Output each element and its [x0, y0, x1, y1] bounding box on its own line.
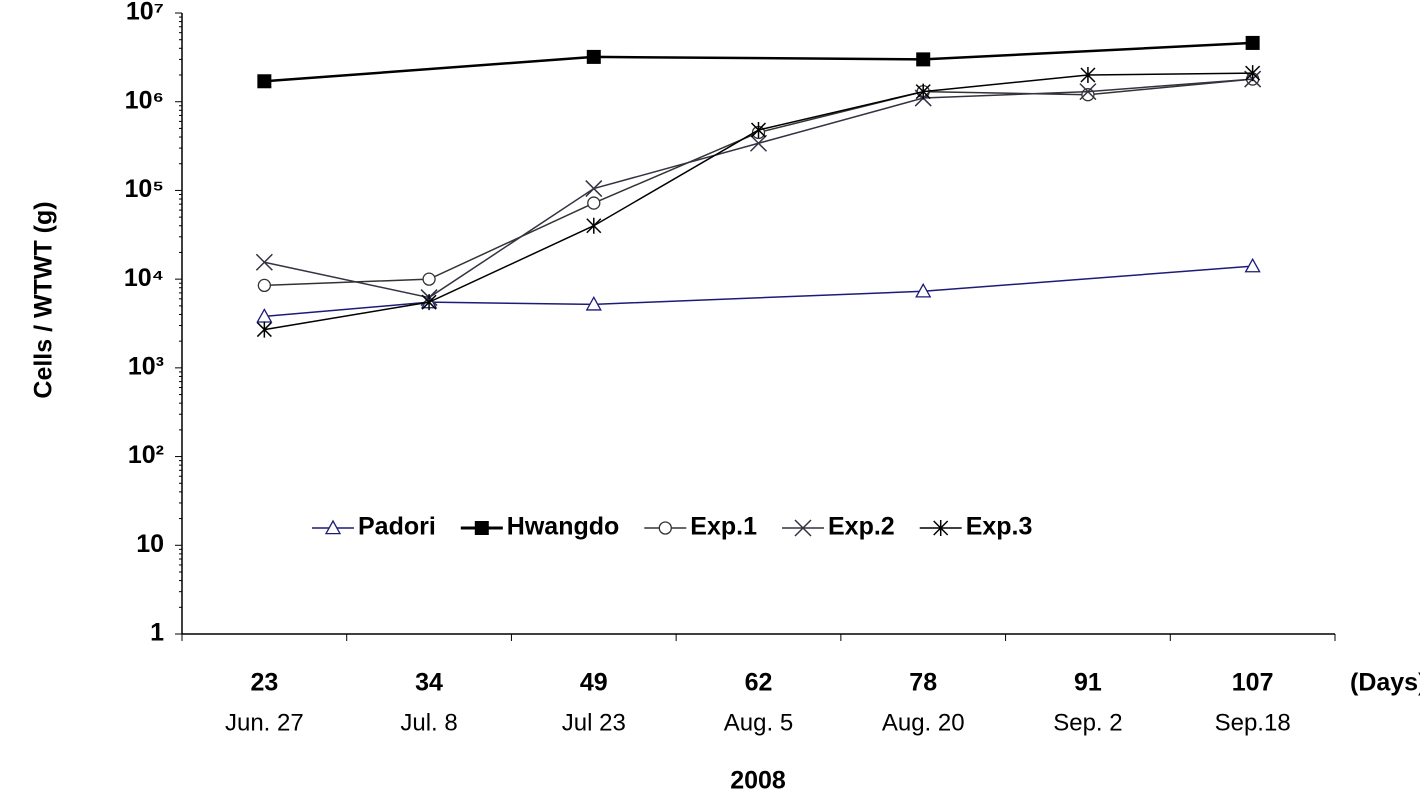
marker [586, 49, 601, 64]
marker [257, 74, 272, 89]
series-line [264, 72, 1253, 331]
marker [749, 134, 768, 152]
marker [421, 294, 437, 311]
marker [933, 520, 949, 536]
y-tick-label: 10³ [128, 352, 164, 380]
x-date-label: Sep.18 [1215, 709, 1291, 736]
series-line [264, 41, 1253, 83]
x-tick-label: 49 [580, 669, 608, 697]
y-tick-label: 10⁶ [125, 86, 164, 114]
marker [586, 217, 602, 234]
legend-label: Exp.2 [828, 513, 895, 541]
marker [257, 278, 272, 293]
marker [915, 282, 932, 298]
series-line [264, 78, 1253, 287]
y-tick-label: 10⁷ [126, 0, 164, 26]
marker [587, 196, 601, 210]
x-date-label: Aug. 20 [882, 709, 965, 736]
legend-label: Padori [358, 513, 436, 541]
x-tick-label: 78 [909, 669, 937, 697]
legend-label: Exp.3 [966, 513, 1033, 541]
marker [915, 83, 931, 100]
marker [750, 121, 767, 138]
y-tick-label: 10 [136, 530, 164, 558]
x-date-label: Sep. 2 [1053, 709, 1122, 736]
year-label: 2008 [730, 767, 786, 795]
y-tick-label: 1 [150, 619, 164, 647]
legend: Padori Hwangdo Exp.1 Exp.2 Exp.3 [312, 513, 1032, 541]
x-tick-label: 62 [745, 669, 773, 697]
marker [794, 519, 812, 537]
marker [1245, 65, 1261, 82]
legend-label: Exp.1 [690, 513, 757, 541]
y-axis-label: Cells / WTWT (g) [30, 201, 58, 398]
marker [585, 295, 602, 311]
marker [1080, 67, 1096, 84]
marker [256, 321, 272, 338]
legend-label: Hwangdo [507, 513, 620, 541]
marker [1081, 88, 1095, 102]
marker [324, 519, 342, 535]
series-line [264, 265, 1253, 318]
x-date-label: Aug. 5 [724, 709, 793, 736]
x-date-label: Jul 23 [562, 709, 626, 736]
x-date-label: Jul. 8 [400, 709, 457, 736]
y-tick-label: 10² [128, 441, 164, 469]
marker [422, 272, 436, 286]
x-tick-label: 23 [250, 669, 278, 697]
x-tick-label: 34 [415, 669, 443, 697]
marker [255, 253, 273, 271]
x-unit-label: (Days) [1350, 669, 1420, 697]
y-tick-label: 10⁴ [124, 264, 164, 292]
marker [1244, 257, 1261, 273]
marker [1245, 35, 1260, 50]
marker [1079, 83, 1097, 101]
marker [658, 521, 672, 535]
marker [916, 52, 931, 67]
x-date-label: Jun. 27 [225, 709, 304, 736]
y-tick-label: 10⁵ [124, 175, 164, 203]
series-line [264, 78, 1253, 299]
marker [474, 521, 489, 535]
x-tick-label: 91 [1074, 669, 1102, 697]
marker [585, 180, 603, 198]
x-tick-label: 107 [1232, 669, 1274, 697]
